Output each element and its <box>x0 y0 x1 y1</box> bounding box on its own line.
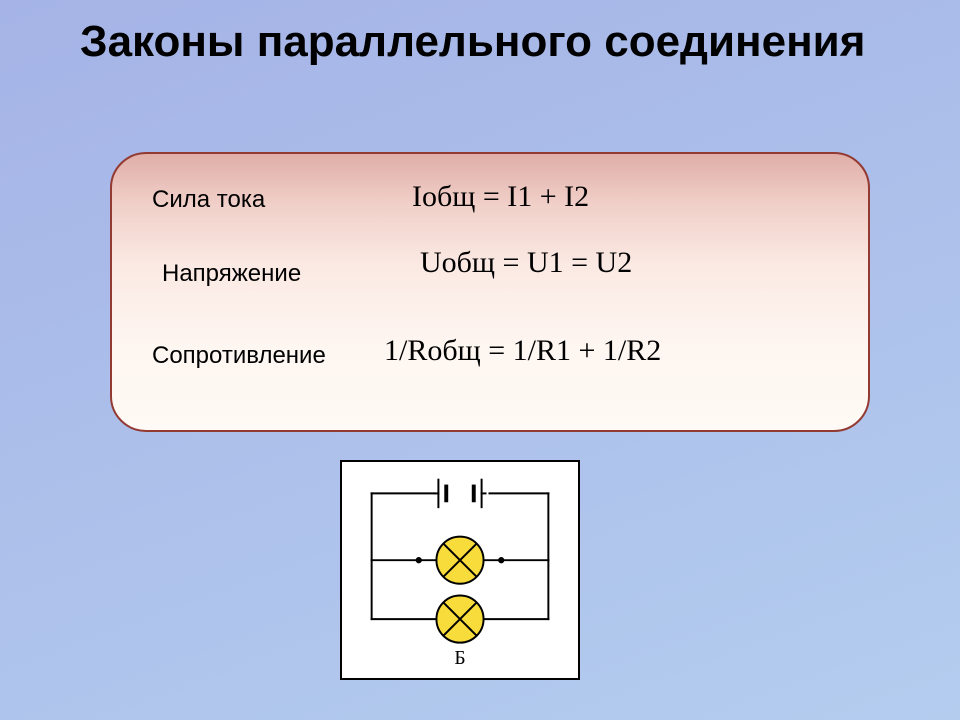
slide: Законы параллельного соединения Сила ток… <box>0 0 960 720</box>
circuit-svg: Б <box>342 462 578 678</box>
circuit-diagram: Б <box>340 460 580 680</box>
laws-panel: Сила тока Iобщ = I1 + I2 Напряжение Uобщ… <box>110 152 870 432</box>
formula-voltage: Uобщ = U1 = U2 <box>420 246 700 280</box>
formula-resistance: 1/Rобщ = 1/R1 + 1/R2 <box>384 334 661 368</box>
label-current: Сила тока <box>152 186 265 214</box>
page-title: Законы параллельного соединения <box>80 18 880 66</box>
formula-current: Iобщ = I1 + I2 <box>412 180 589 214</box>
circuit-caption: Б <box>454 648 465 669</box>
label-resistance: Сопротивление <box>152 342 326 370</box>
label-voltage: Напряжение <box>162 260 301 288</box>
